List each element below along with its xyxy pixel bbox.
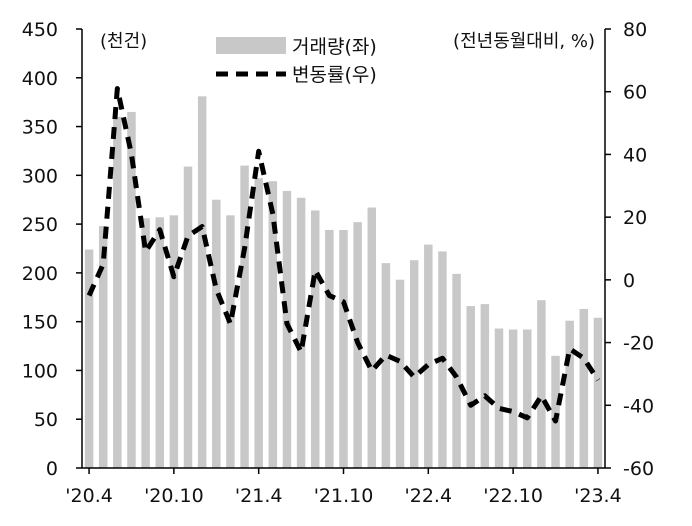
bar: [197, 96, 207, 469]
bar: [226, 215, 235, 468]
right-unit-label: (전년동월대비, %): [453, 31, 595, 52]
right-tick-label: 80: [623, 19, 647, 41]
line-layer: [86, 86, 601, 424]
bar: [98, 226, 108, 468]
axes-layer: [76, 28, 611, 474]
x-tick-label: '21.10: [314, 485, 374, 507]
series-line: [86, 86, 601, 424]
legend-bar-label: 거래량(좌): [292, 36, 377, 58]
bar: [155, 217, 164, 468]
bar: [579, 308, 589, 468]
bar: [212, 199, 221, 468]
left-unit-label: (천건): [100, 31, 147, 52]
right-tick-label: -60: [623, 458, 654, 480]
x-tick-label: '20.10: [144, 485, 204, 507]
x-tick-label: '20.4: [65, 485, 113, 507]
left-tick-label: 50: [34, 409, 58, 431]
bar: [523, 329, 532, 468]
x-tick-label: '23.4: [574, 485, 622, 507]
left-tick-label: 100: [22, 360, 58, 382]
x-tick-label: '22.4: [405, 485, 453, 507]
bar: [367, 207, 377, 468]
x-tick-label: '21.4: [235, 485, 283, 507]
bar: [508, 329, 518, 468]
bar: [113, 116, 122, 469]
left-tick-label: 250: [22, 214, 58, 236]
right-tick-label: 0: [623, 270, 635, 292]
bar: [593, 317, 603, 468]
left-tick-label: 350: [22, 117, 58, 139]
right-tick-label: 20: [623, 207, 647, 229]
bar: [565, 320, 574, 468]
left-tick-label: 300: [22, 165, 58, 187]
bar: [409, 260, 419, 468]
left-tick-labels: 0 50 100 150 200 250 300 350 400 450: [22, 19, 58, 480]
bar: [268, 181, 278, 469]
bar: [325, 229, 334, 468]
bars-layer: [84, 96, 603, 469]
bar: [169, 215, 179, 468]
bar: [494, 328, 504, 468]
legend-line-label: 변동률(우): [292, 64, 377, 86]
bar: [537, 300, 546, 468]
right-tick-label: 60: [623, 82, 647, 104]
left-tick-label: 400: [22, 68, 58, 90]
x-tick-label: '22.10: [483, 485, 543, 507]
legend: 거래량(좌) 변동률(우): [216, 36, 377, 86]
bar: [339, 229, 348, 468]
right-tick-label: -20: [623, 333, 654, 355]
right-tick-label: -40: [623, 395, 654, 417]
right-tick-label: 40: [623, 144, 647, 166]
bar: [240, 165, 249, 469]
left-tick-label: 150: [22, 312, 58, 334]
bar: [424, 244, 433, 468]
bar: [296, 197, 306, 468]
bar: [141, 218, 150, 468]
left-tick-label: 0: [46, 458, 58, 480]
bar: [480, 304, 490, 468]
right-tick-labels: -60 -40 -20 0 20 40 60 80: [623, 19, 654, 480]
bar: [466, 306, 475, 468]
bar: [127, 111, 136, 468]
x-tick-labels: '20.4 '20.10 '21.4 '21.10 '22.4 '22.10 '23.4: [65, 485, 621, 507]
bar: [183, 166, 193, 468]
left-tick-label: 450: [22, 19, 58, 41]
legend-bar-swatch: [216, 37, 286, 54]
bar: [551, 355, 560, 468]
bar: [452, 273, 461, 468]
bar: [395, 279, 405, 468]
bar: [254, 178, 263, 468]
bar: [310, 210, 320, 468]
left-tick-label: 200: [22, 263, 58, 285]
bar: [381, 263, 391, 468]
bar: [84, 249, 94, 468]
bar: [282, 190, 292, 469]
